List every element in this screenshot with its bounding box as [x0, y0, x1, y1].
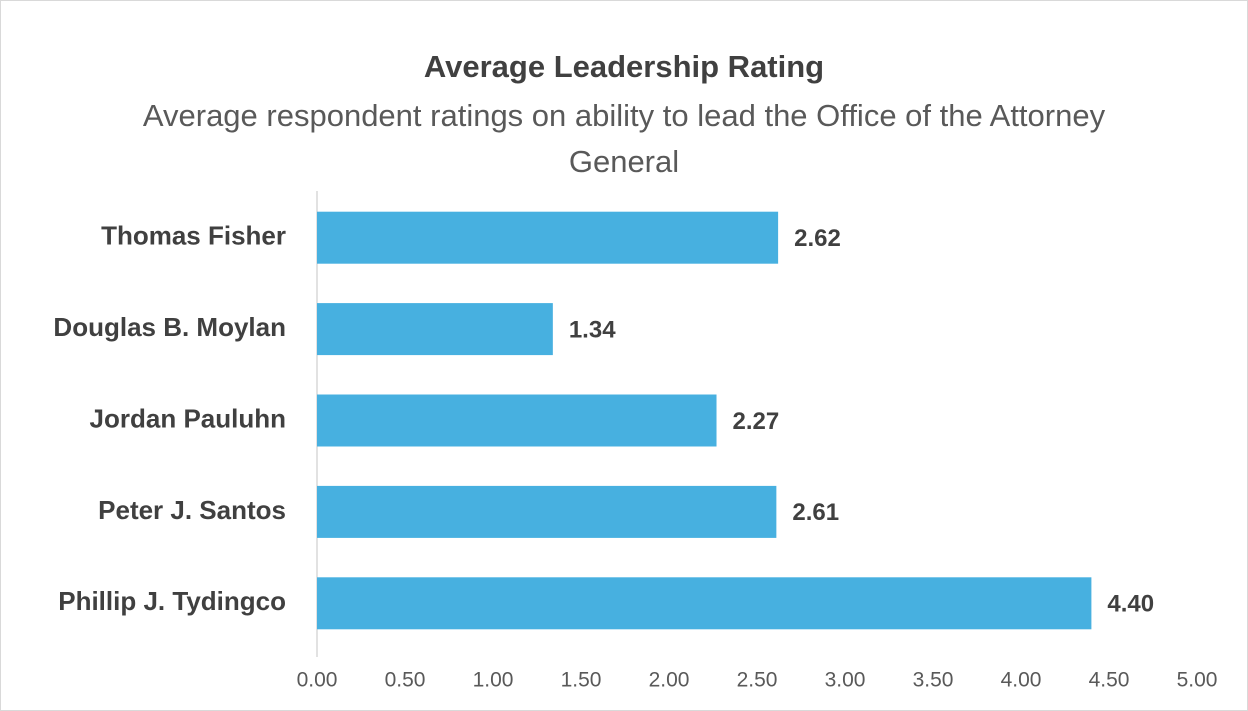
value-label: 4.40	[1107, 591, 1154, 618]
x-tick-label: 4.00	[1001, 669, 1042, 692]
value-label: 2.61	[792, 499, 839, 526]
y-tick-label: Peter J. Santos	[98, 495, 286, 525]
x-tick-label: 4.50	[1089, 669, 1130, 692]
value-label: 2.62	[794, 225, 841, 252]
bar	[317, 303, 553, 356]
x-tick-label: 2.00	[649, 669, 690, 692]
y-tick-label: Phillip J. Tydingco	[58, 586, 286, 616]
x-tick-label: 5.00	[1177, 669, 1218, 692]
x-tick-label: 3.50	[913, 669, 954, 692]
y-tick-label: Douglas B. Moylan	[53, 312, 286, 342]
bar	[317, 577, 1092, 630]
x-tick-label: 3.00	[825, 669, 866, 692]
y-tick-label: Jordan Pauluhn	[90, 403, 286, 433]
chart-title: Average Leadership Rating	[423, 49, 825, 84]
x-tick-label: 0.00	[297, 669, 338, 692]
value-label: 1.34	[569, 316, 616, 343]
value-label: 2.27	[733, 408, 780, 435]
bar	[317, 485, 777, 538]
x-tick-label: 1.00	[473, 669, 514, 692]
x-tick-label: 0.50	[385, 669, 426, 692]
x-tick-label: 2.50	[737, 669, 778, 692]
bar	[317, 211, 779, 264]
y-tick-label: Thomas Fisher	[101, 221, 286, 251]
chart-subtitle: Average respondent ratings on ability to…	[142, 98, 1106, 179]
bar	[317, 394, 717, 447]
x-tick-label: 1.50	[561, 669, 602, 692]
